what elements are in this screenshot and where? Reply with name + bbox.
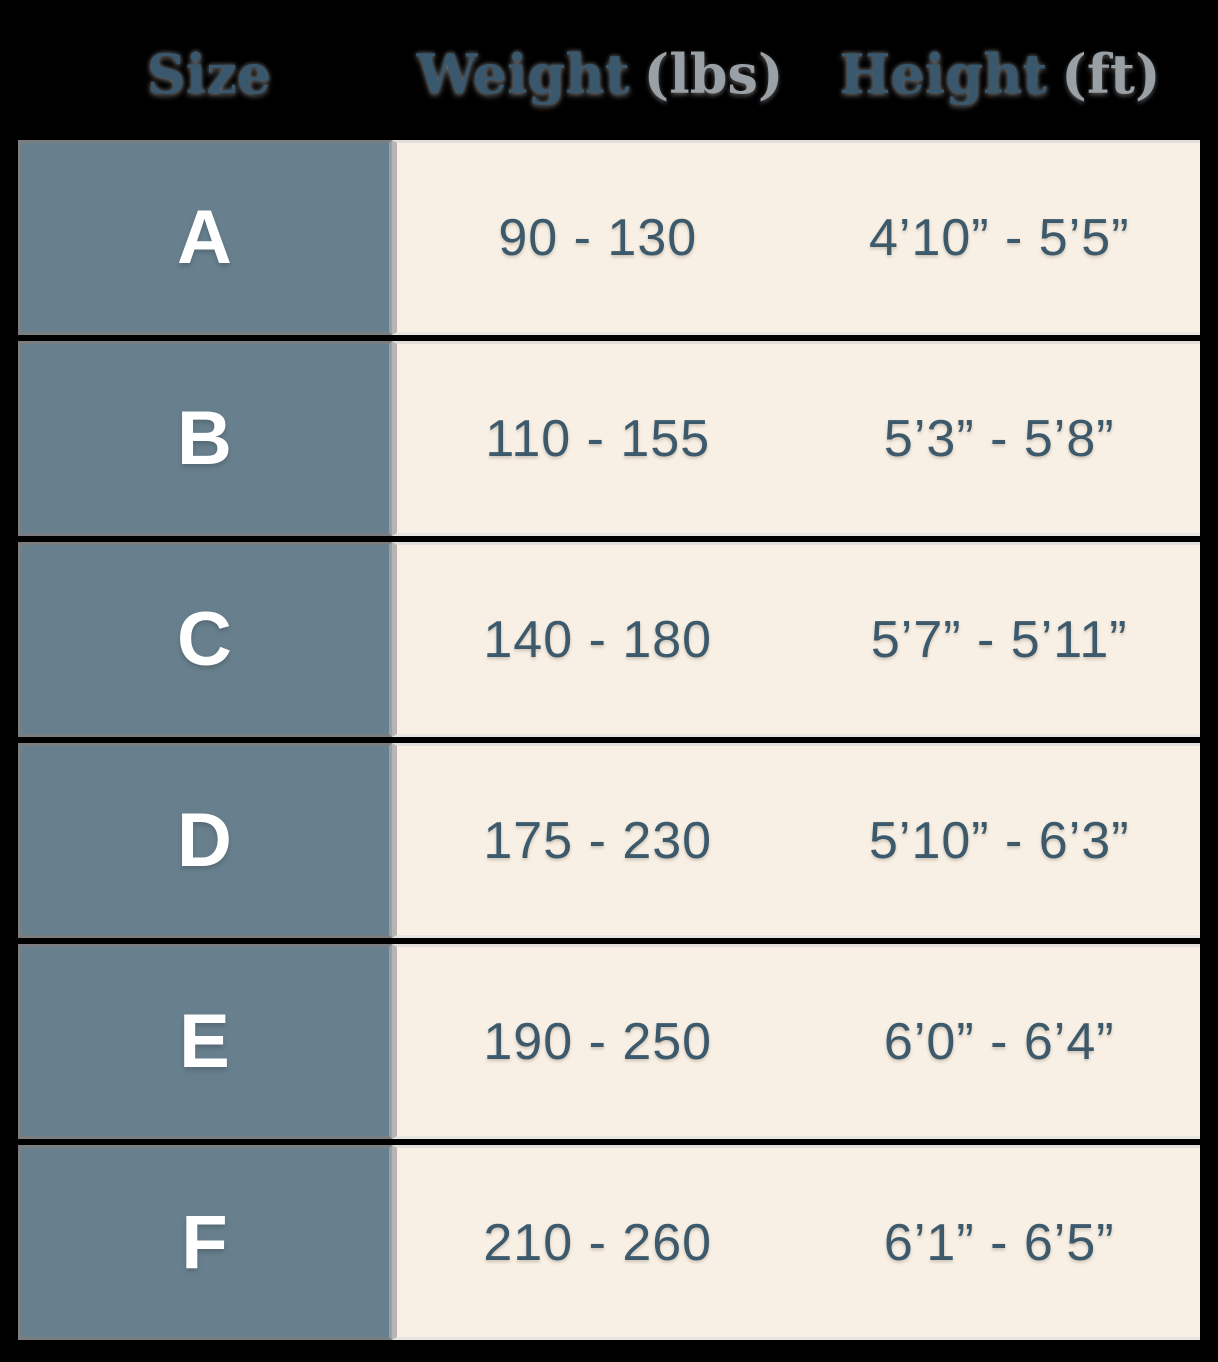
weight-value: 175 - 230 — [483, 811, 713, 870]
height-value: 6’1” - 6’5” — [883, 1213, 1115, 1272]
size-letter: F — [181, 1200, 229, 1285]
table-row: C 140 - 180 5’7” - 5’11” — [18, 542, 1200, 737]
height-value: 6’0” - 6’4” — [883, 1012, 1115, 1071]
weight-value: 110 - 155 — [485, 409, 711, 468]
size-cell: E — [18, 944, 392, 1139]
height-value: 5’3” - 5’8” — [883, 409, 1115, 468]
size-letter: E — [179, 999, 231, 1084]
header-height-unit: (ft) — [1061, 42, 1161, 106]
data-cells: 140 - 180 5’7” - 5’11” — [392, 542, 1200, 737]
table-body: A 90 - 130 4’10” - 5’5” B 110 - 155 5’3”… — [18, 140, 1200, 1346]
size-cell: A — [18, 140, 392, 335]
header-weight-label: Weight — [416, 42, 630, 106]
weight-value: 90 - 130 — [498, 208, 698, 267]
weight-value: 190 - 250 — [483, 1012, 713, 1071]
size-cell: C — [18, 542, 392, 737]
header-size: Size — [18, 18, 400, 130]
height-value: 5’7” - 5’11” — [870, 610, 1128, 669]
table-row: A 90 - 130 4’10” - 5’5” — [18, 140, 1200, 335]
data-cells: 175 - 230 5’10” - 6’3” — [392, 743, 1200, 938]
size-letter: C — [177, 597, 233, 682]
table-row: E 190 - 250 6’0” - 6’4” — [18, 944, 1200, 1139]
table-row: F 210 - 260 6’1” - 6’5” — [18, 1145, 1200, 1340]
size-letter: D — [177, 798, 233, 883]
header-size-label: Size — [146, 42, 272, 106]
size-cell: B — [18, 341, 392, 536]
size-cell: D — [18, 743, 392, 938]
height-value: 4’10” - 5’5” — [868, 208, 1130, 267]
header-weight-unit: (lbs) — [643, 42, 784, 106]
size-letter: B — [177, 396, 233, 481]
weight-value: 210 - 260 — [483, 1213, 713, 1272]
data-cells: 210 - 260 6’1” - 6’5” — [392, 1145, 1200, 1340]
weight-value: 140 - 180 — [483, 610, 713, 669]
table-row: B 110 - 155 5’3” - 5’8” — [18, 341, 1200, 536]
height-value: 5’10” - 6’3” — [868, 811, 1130, 870]
size-letter: A — [177, 195, 233, 280]
header-weight: Weight (lbs) — [400, 18, 800, 130]
size-cell: F — [18, 1145, 392, 1340]
header-height-label: Height — [839, 42, 1048, 106]
data-cells: 190 - 250 6’0” - 6’4” — [392, 944, 1200, 1139]
data-cells: 90 - 130 4’10” - 5’5” — [392, 140, 1200, 335]
table-row: D 175 - 230 5’10” - 6’3” — [18, 743, 1200, 938]
data-cells: 110 - 155 5’3” - 5’8” — [392, 341, 1200, 536]
table-header: Size Weight (lbs) Height (ft) — [18, 18, 1200, 130]
header-height: Height (ft) — [800, 18, 1200, 130]
